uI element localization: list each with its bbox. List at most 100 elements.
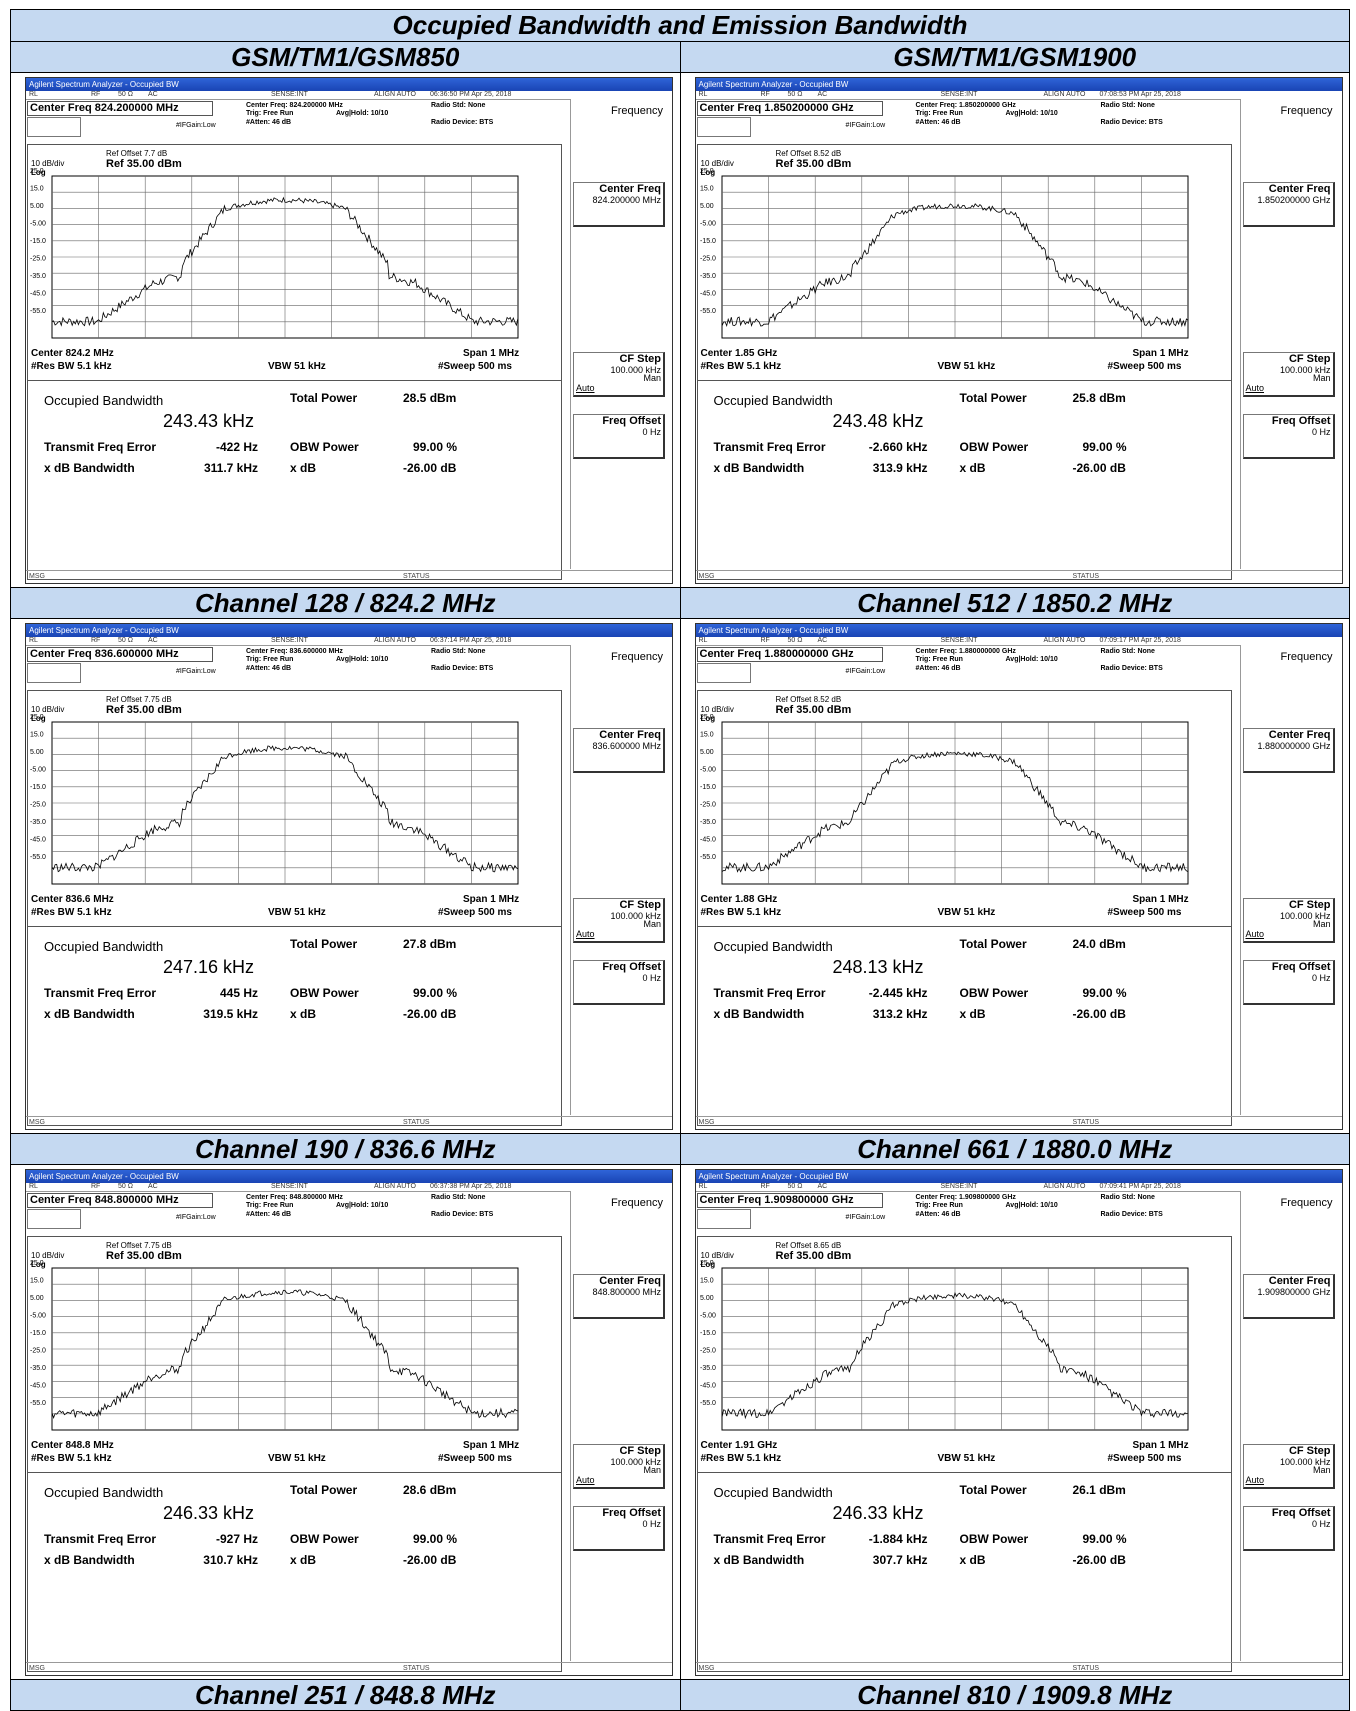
- y-tick-label: -35.0: [30, 1365, 46, 1372]
- entry-box[interactable]: [696, 117, 751, 137]
- total-power-label: Total Power: [959, 1483, 1027, 1497]
- spectrum-trace: [721, 1292, 1188, 1420]
- span-label: Span 1 MHz: [1132, 1440, 1189, 1451]
- log-scale-label: Log: [700, 714, 716, 723]
- radio-device-info: Radio Device: BTS: [431, 665, 494, 672]
- center-freq-field[interactable]: Center Freq 1.850200000 GHz: [696, 101, 883, 116]
- y-tick-label: 5.00: [30, 749, 44, 756]
- if-gain-info: #IFGain:Low: [845, 122, 886, 129]
- softkey-value: 824.200000 MHz: [592, 195, 661, 205]
- freq-offset-softkey[interactable]: Freq Offset 0 Hz: [573, 414, 665, 459]
- freq-offset-softkey[interactable]: Freq Offset 0 Hz: [1242, 960, 1335, 1005]
- softkey-label: Freq Offset: [602, 1507, 661, 1519]
- column-header-gsm850: GSM/TM1/GSM850: [10, 41, 681, 73]
- trigger-info: Trig: Free Run: [915, 1202, 963, 1209]
- auto-option: Auto: [576, 929, 595, 939]
- freq-offset-softkey[interactable]: Freq Offset 0 Hz: [1242, 414, 1335, 459]
- y-tick-label: -5.00: [30, 1313, 46, 1320]
- cf-step-softkey[interactable]: CF Step 100.000 kHz Auto Man: [573, 352, 665, 397]
- rf-indicator: RF: [91, 1183, 101, 1190]
- if-gain-info: #IFGain:Low: [845, 1214, 886, 1221]
- cf-step-softkey[interactable]: CF Step 100.000 kHz Auto Man: [1242, 898, 1335, 943]
- obw-label: Occupied Bandwidth: [44, 393, 164, 408]
- center-freq-softkey[interactable]: Center Freq 1.880000000 GHz: [1242, 728, 1335, 773]
- avg-hold-info: Avg|Hold: 10/10: [1005, 656, 1058, 663]
- center-freq-field[interactable]: Center Freq 836.600000 MHz: [27, 647, 213, 662]
- entry-box[interactable]: [27, 663, 81, 683]
- tfe-label: Transmit Freq Error: [44, 440, 157, 454]
- softkey-label: Center Freq: [1268, 183, 1331, 195]
- y-tick-label: -5.00: [700, 1313, 716, 1320]
- vbw-label: VBW 51 kHz: [268, 361, 326, 372]
- freq-offset-softkey[interactable]: Freq Offset 0 Hz: [573, 960, 665, 1005]
- timestamp: 07:08:53 PM Apr 25, 2018: [1099, 91, 1181, 98]
- attenuation-info: #Atten: 46 dB: [246, 119, 292, 126]
- y-tick-label: -5.00: [700, 221, 716, 228]
- total-power-value: 24.0 dBm: [1072, 937, 1126, 951]
- cf-step-softkey[interactable]: CF Step 100.000 kHz Auto Man: [1242, 352, 1335, 397]
- xdb-bw-value: 307.7 kHz: [872, 1553, 928, 1567]
- center-freq-softkey[interactable]: Center Freq 836.600000 MHz: [573, 728, 665, 773]
- cf-step-softkey[interactable]: CF Step 100.000 kHz Auto Man: [1242, 1444, 1335, 1489]
- y-tick-label: -25.0: [30, 802, 46, 809]
- softkey-label: Freq Offset: [1271, 961, 1331, 973]
- center-freq-field[interactable]: Center Freq 824.200000 MHz: [27, 101, 213, 116]
- center-freq-field[interactable]: Center Freq 1.880000000 GHz: [696, 647, 883, 662]
- freq-offset-softkey[interactable]: Freq Offset 0 Hz: [1242, 1506, 1335, 1551]
- attenuation-info: #Atten: 46 dB: [246, 665, 292, 672]
- softkey-label: Center Freq: [1268, 1275, 1331, 1287]
- radio-std-info: Radio Std: None: [1100, 648, 1155, 655]
- center-freq-field[interactable]: Center Freq 1.909800000 GHz: [696, 1193, 883, 1208]
- center-freq-softkey[interactable]: Center Freq 1.909800000 GHz: [1242, 1274, 1335, 1319]
- center-freq-field[interactable]: Center Freq 848.800000 MHz: [27, 1193, 213, 1208]
- center-freq-softkey[interactable]: Center Freq 848.800000 MHz: [573, 1274, 665, 1319]
- spectrum-trace-svg: 25.0 15.0 5.00 -5.00 -15.0 -25.0 -35.0 -45.0 -55…: [700, 1260, 1188, 1431]
- softkey-value: 0 Hz: [1311, 1519, 1331, 1529]
- entry-box[interactable]: [27, 1209, 81, 1229]
- ref-level: Ref 35.00 dBm: [106, 1250, 182, 1262]
- scale-per-div: 10 dB/div: [31, 159, 65, 168]
- man-option: Man: [643, 919, 661, 929]
- attenuation-info: #Atten: 46 dB: [915, 1211, 961, 1218]
- scale-per-div: 10 dB/div: [700, 159, 734, 168]
- spectrum-trace: [51, 1289, 519, 1420]
- xdb-value: -26.00 dB: [403, 1553, 457, 1567]
- total-power-value: 28.5 dBm: [403, 391, 457, 405]
- total-power-value: 25.8 dBm: [1072, 391, 1126, 405]
- softkey-menu: Frequency Center Freq 1.880000000 GHz CF St…: [1239, 645, 1339, 1115]
- message-bar: MSG STATUS: [695, 1662, 1342, 1675]
- obw-value: 243.43 kHz: [163, 411, 255, 431]
- align-indicator: ALIGN AUTO: [1043, 91, 1086, 98]
- status-line: RL RF 50 Ω AC SENSE:INT ALIGN AUTO 07:09:41 PM…: [695, 1183, 1240, 1192]
- entry-box[interactable]: [696, 663, 751, 683]
- cf-step-softkey[interactable]: CF Step 100.000 kHz Auto Man: [573, 898, 665, 943]
- cf-step-softkey[interactable]: CF Step 100.000 kHz Auto Man: [573, 1444, 665, 1489]
- total-power-value: 27.8 dBm: [403, 937, 457, 951]
- center-freq-softkey[interactable]: Center Freq 1.850200000 GHz: [1242, 182, 1335, 227]
- timestamp: 07:09:41 PM Apr 25, 2018: [1099, 1183, 1181, 1190]
- rl-indicator: RL: [698, 637, 708, 644]
- y-tick-label: -55.0: [30, 854, 46, 861]
- freq-offset-softkey[interactable]: Freq Offset 0 Hz: [573, 1506, 665, 1551]
- y-tick-label: -25.0: [30, 256, 46, 263]
- tfe-value: -1.884 kHz: [868, 1532, 928, 1546]
- ref-level: Ref 35.00 dBm: [106, 704, 182, 716]
- y-tick-label: 15.0: [700, 732, 714, 739]
- res-bw-label: #Res BW 5.1 kHz: [31, 1453, 112, 1464]
- radio-std-info: Radio Std: None: [431, 1194, 486, 1201]
- entry-box[interactable]: [27, 117, 81, 137]
- coupling-indicator: AC: [817, 1183, 828, 1190]
- center-frequency-label: Center 1.85 GHz: [700, 348, 778, 359]
- center-freq-softkey[interactable]: Center Freq 824.200000 MHz: [573, 182, 665, 227]
- obw-label: Occupied Bandwidth: [713, 939, 833, 954]
- radio-device-info: Radio Device: BTS: [1100, 119, 1163, 126]
- y-tick-label: -35.0: [30, 819, 46, 826]
- avg-hold-info: Avg|Hold: 10/10: [1005, 110, 1058, 117]
- status-label: STATUS: [403, 1119, 430, 1126]
- y-tick-label: 5.00: [30, 1295, 44, 1302]
- vbw-label: VBW 51 kHz: [268, 907, 326, 918]
- entry-box[interactable]: [696, 1209, 751, 1229]
- channel-caption: Channel 810 / 1909.8 MHz: [679, 1679, 1350, 1711]
- softkey-value: 100.000 kHz: [1279, 1457, 1331, 1467]
- y-tick-label: -35.0: [700, 273, 716, 280]
